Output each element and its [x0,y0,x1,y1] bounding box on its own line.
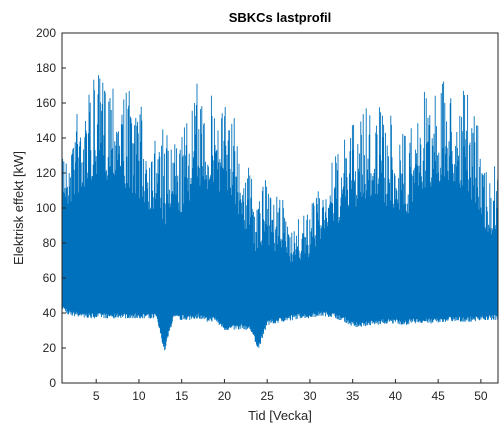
x-tick-label: 50 [474,389,488,403]
y-tick-label: 20 [43,341,57,355]
y-tick-label: 0 [49,376,56,390]
x-axis-label: Tid [Vecka] [248,408,312,423]
y-tick-label: 140 [36,131,56,145]
x-tick-label: 35 [346,389,360,403]
x-tick-label: 25 [260,389,274,403]
x-axis: 5 10 15 20 25 30 35 40 45 50 [93,379,488,403]
y-tick-label: 60 [43,271,57,285]
y-tick-label: 120 [36,166,56,180]
y-tick-label: 200 [36,26,56,40]
x-tick-label: 15 [175,389,189,403]
y-tick-label: 80 [43,236,57,250]
plot-area [61,75,499,351]
y-tick-label: 180 [36,61,56,75]
y-tick-label: 100 [36,201,56,215]
chart-title: SBKCs lastprofil [229,10,332,25]
x-tick-label: 40 [389,389,403,403]
y-axis: 0 20 40 60 80 100 120 140 160 180 200 [36,26,66,390]
y-tick-label: 40 [43,306,57,320]
y-axis-label: Elektrisk effekt [kW] [11,151,26,265]
x-tick-label: 20 [218,389,232,403]
series-line [61,75,499,351]
x-tick-label: 10 [132,389,146,403]
x-tick-label: 30 [303,389,317,403]
x-tick-label: 5 [93,389,100,403]
x-tick-label: 45 [431,389,445,403]
y-tick-label: 160 [36,96,56,110]
